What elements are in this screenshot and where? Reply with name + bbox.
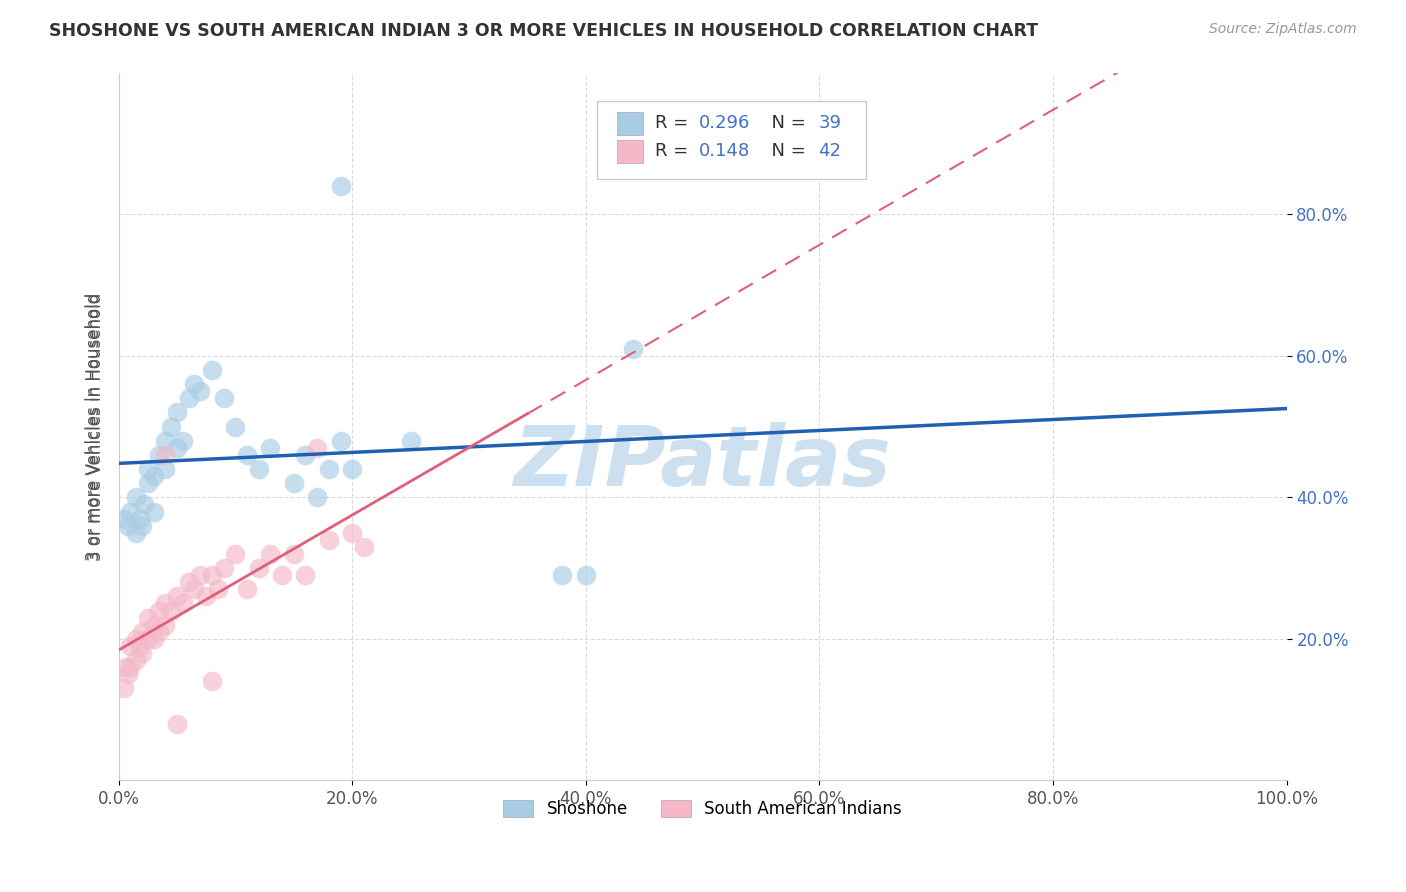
Text: 0.296: 0.296 (699, 114, 751, 132)
Point (120, 504, 142, 518)
Point (247, 462, 270, 476)
Point (177, 575, 200, 590)
Point (117, 518, 139, 533)
Point (188, 384, 211, 399)
Point (136, 462, 159, 476)
Point (112, 511, 135, 525)
Point (247, 561, 270, 575)
Point (201, 674, 224, 689)
Point (294, 568, 316, 582)
Point (329, 179, 352, 194)
Point (120, 639, 142, 653)
Point (283, 547, 305, 561)
Point (195, 590, 218, 604)
Point (283, 476, 305, 491)
Point (128, 511, 150, 525)
Point (212, 561, 235, 575)
Legend: Shoshone, South American Indians: Shoshone, South American Indians (496, 794, 908, 825)
Point (166, 716, 188, 731)
Point (621, 342, 644, 356)
Point (236, 582, 259, 597)
Point (134, 498, 156, 512)
Text: R =: R = (655, 143, 693, 161)
Point (136, 476, 159, 491)
Point (172, 434, 194, 448)
Point (166, 590, 188, 604)
Point (125, 525, 148, 540)
Point (117, 667, 139, 681)
Point (201, 568, 224, 582)
Point (318, 462, 340, 476)
Point (131, 624, 153, 639)
Text: ZIPatlas: ZIPatlas (513, 422, 891, 502)
Point (307, 441, 329, 455)
Point (160, 419, 183, 434)
Text: 0.148: 0.148 (699, 143, 751, 161)
Point (125, 491, 148, 505)
Point (142, 617, 165, 632)
Point (201, 363, 224, 377)
FancyBboxPatch shape (617, 112, 643, 135)
Point (294, 448, 316, 462)
Text: N =: N = (759, 143, 811, 161)
Point (131, 646, 153, 660)
Text: N =: N = (759, 114, 811, 132)
Point (166, 441, 188, 455)
Point (155, 448, 177, 462)
Point (212, 392, 235, 406)
Point (188, 568, 211, 582)
Point (125, 653, 148, 667)
Point (136, 610, 159, 624)
Point (551, 568, 574, 582)
Point (340, 462, 363, 476)
Point (183, 582, 205, 597)
Point (142, 504, 165, 518)
Point (114, 660, 136, 674)
Point (183, 377, 205, 392)
Point (155, 617, 177, 632)
Point (307, 491, 329, 505)
Y-axis label: 3 or more Vehicles in Household: 3 or more Vehicles in Household (86, 293, 103, 561)
Point (207, 582, 229, 597)
Point (259, 441, 281, 455)
Point (128, 639, 150, 653)
Point (340, 525, 363, 540)
Y-axis label: 3 or more Vehicles in Household: 3 or more Vehicles in Household (87, 293, 104, 561)
Point (224, 419, 246, 434)
Point (148, 603, 170, 617)
Point (136, 632, 159, 646)
Point (142, 469, 165, 483)
Text: 42: 42 (818, 143, 841, 161)
Text: SHOSHONE VS SOUTH AMERICAN INDIAN 3 OR MORE VEHICLES IN HOUSEHOLD CORRELATION CH: SHOSHONE VS SOUTH AMERICAN INDIAN 3 OR M… (49, 22, 1039, 40)
Point (353, 540, 375, 554)
Point (155, 462, 177, 476)
Point (131, 518, 153, 533)
Text: 39: 39 (818, 114, 841, 132)
Point (148, 448, 170, 462)
FancyBboxPatch shape (598, 102, 866, 179)
Point (399, 434, 422, 448)
Point (125, 632, 148, 646)
Point (142, 632, 165, 646)
Point (155, 597, 177, 611)
Point (155, 434, 177, 448)
Point (177, 392, 200, 406)
Point (318, 533, 340, 547)
Point (575, 568, 598, 582)
Point (271, 568, 294, 582)
Text: R =: R = (655, 114, 693, 132)
Point (112, 681, 135, 696)
Point (236, 448, 259, 462)
Point (166, 405, 188, 419)
FancyBboxPatch shape (617, 140, 643, 163)
Point (160, 603, 183, 617)
Point (224, 547, 246, 561)
Point (148, 624, 170, 639)
Point (329, 434, 352, 448)
Point (259, 547, 281, 561)
Point (172, 597, 194, 611)
Text: Source: ZipAtlas.com: Source: ZipAtlas.com (1209, 22, 1357, 37)
Point (120, 660, 142, 674)
